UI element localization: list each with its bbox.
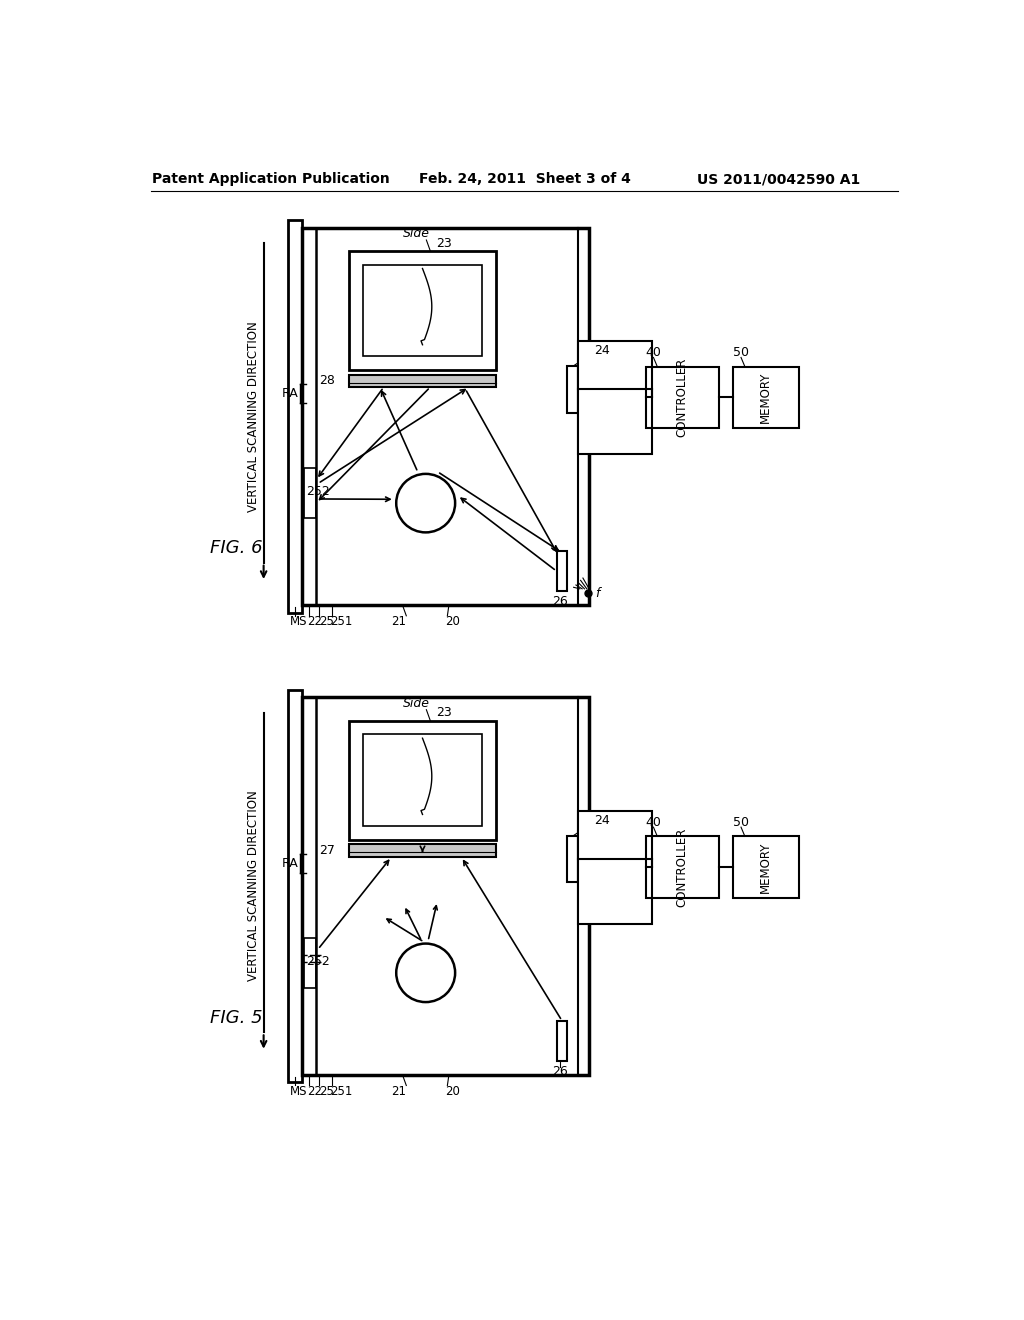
Text: US 2011/0042590 A1: US 2011/0042590 A1 (697, 172, 860, 186)
Text: 25: 25 (319, 1085, 334, 1098)
Text: 20: 20 (445, 1085, 460, 1098)
Bar (349, 251, 496, 370)
Text: 26: 26 (553, 595, 568, 609)
Text: 252: 252 (306, 486, 330, 499)
Bar (289, 220, 302, 612)
Bar (733, 837, 799, 898)
Text: VERTICAL SCANNING DIRECTION: VERTICAL SCANNING DIRECTION (247, 321, 260, 512)
Bar (349, 721, 496, 840)
Bar (579, 341, 652, 454)
Text: 40: 40 (645, 346, 662, 359)
Bar (304, 939, 316, 987)
Text: 26: 26 (553, 1065, 568, 1078)
Text: RA: RA (282, 387, 299, 400)
Text: 22: 22 (307, 615, 322, 628)
Text: MEMORY: MEMORY (760, 372, 772, 424)
Text: 21: 21 (391, 1085, 407, 1098)
Text: 50: 50 (733, 816, 749, 829)
Text: MEMORY: MEMORY (760, 841, 772, 892)
Bar (302, 697, 589, 1074)
Text: CONTROLLER: CONTROLLER (676, 358, 688, 437)
Text: Patent Application Publication: Patent Application Publication (153, 172, 390, 186)
Text: 252: 252 (306, 954, 330, 968)
Text: 24: 24 (594, 814, 609, 828)
Text: 28: 28 (319, 375, 335, 388)
Text: 23: 23 (436, 706, 452, 719)
Bar (646, 367, 719, 428)
Bar (304, 469, 316, 519)
Bar (362, 734, 482, 826)
Text: MS: MS (290, 615, 307, 628)
Bar (557, 1020, 567, 1061)
Text: 23: 23 (436, 236, 452, 249)
Bar (646, 837, 719, 898)
Text: RA: RA (282, 857, 299, 870)
Text: 24: 24 (594, 345, 609, 358)
Bar (289, 689, 302, 1082)
Text: 40: 40 (645, 816, 662, 829)
Text: MS: MS (290, 1085, 307, 1098)
Bar (567, 366, 579, 412)
Bar (579, 810, 652, 924)
Text: Side: Side (402, 697, 430, 710)
Bar (567, 836, 579, 882)
Bar (557, 552, 567, 591)
Bar (362, 265, 482, 356)
Text: FIG. 6: FIG. 6 (210, 540, 263, 557)
Bar (733, 367, 799, 428)
Text: FIG. 5: FIG. 5 (210, 1008, 263, 1027)
Text: 27: 27 (319, 843, 335, 857)
Text: VERTICAL SCANNING DIRECTION: VERTICAL SCANNING DIRECTION (247, 791, 260, 982)
Text: 21: 21 (391, 615, 407, 628)
Text: 251: 251 (331, 1085, 352, 1098)
Bar (349, 845, 496, 857)
Text: 50: 50 (733, 346, 749, 359)
Text: 25: 25 (319, 615, 334, 628)
Bar (302, 227, 589, 605)
Text: f: f (595, 587, 599, 601)
Text: 20: 20 (445, 615, 460, 628)
Text: 22: 22 (307, 1085, 322, 1098)
Text: Feb. 24, 2011  Sheet 3 of 4: Feb. 24, 2011 Sheet 3 of 4 (419, 172, 631, 186)
Text: 251: 251 (331, 615, 352, 628)
Text: CONTROLLER: CONTROLLER (676, 828, 688, 907)
Text: Side: Side (402, 227, 430, 240)
Bar (349, 375, 496, 387)
